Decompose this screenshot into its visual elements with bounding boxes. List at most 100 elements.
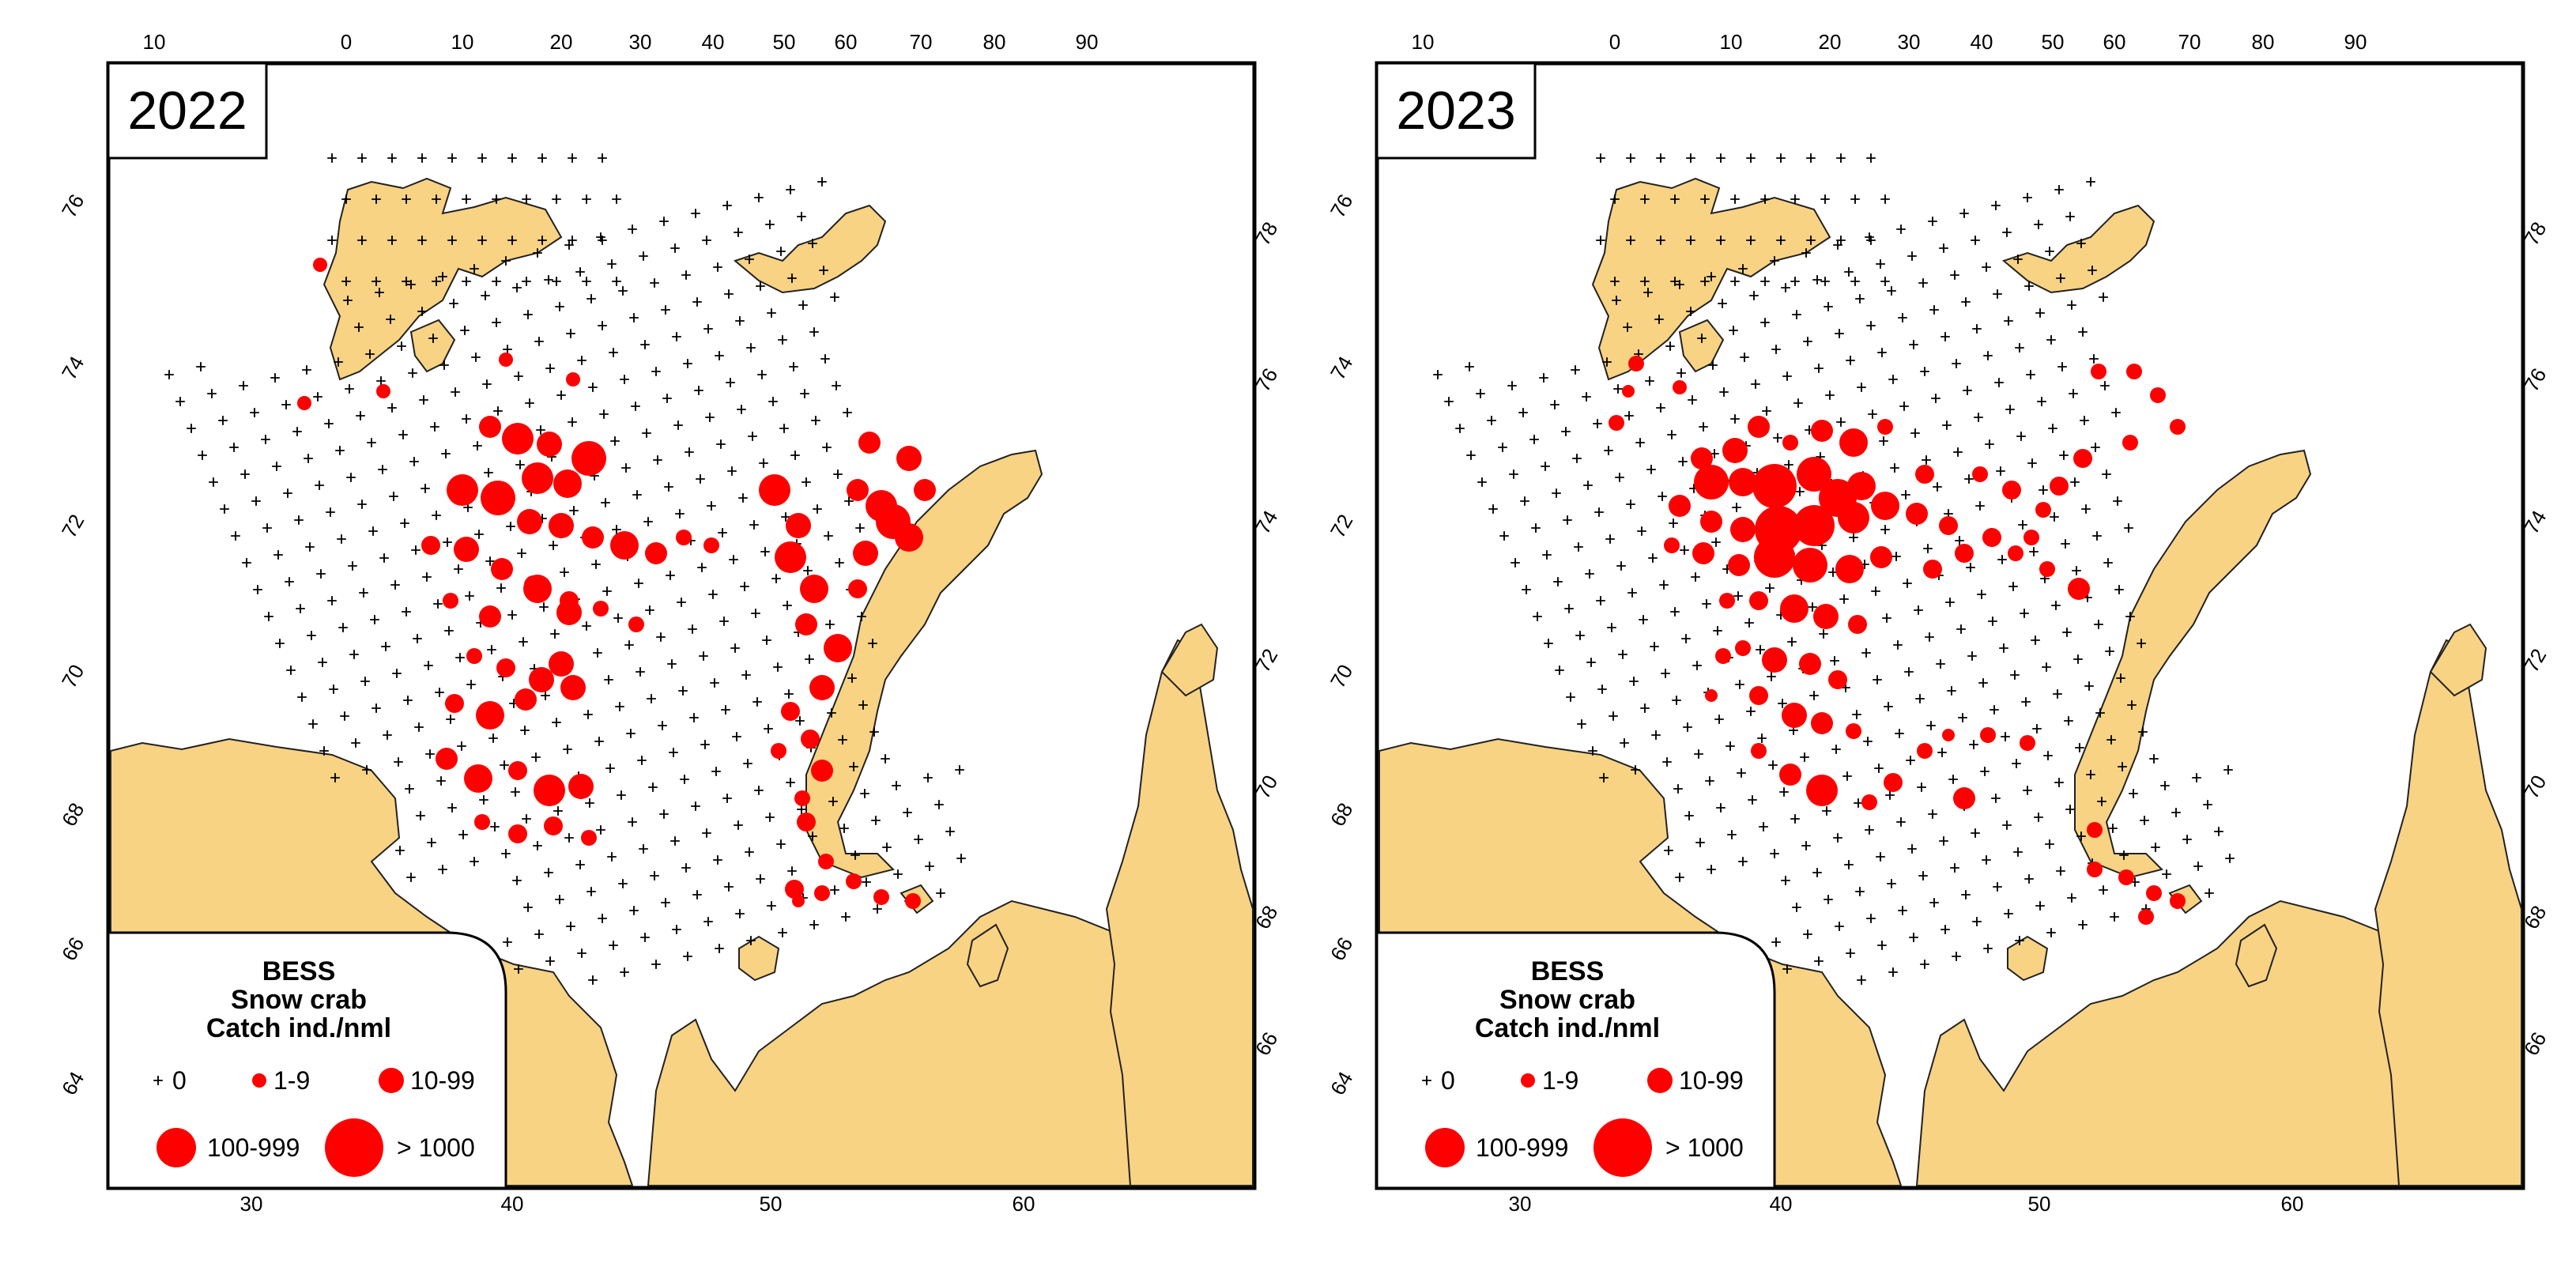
catch-circle <box>1700 511 1722 533</box>
catch-circle <box>1955 544 1974 563</box>
bottom-longitude-label: 50 <box>760 1192 783 1216</box>
catch-circle <box>454 537 479 562</box>
catch-circle <box>1754 537 1795 578</box>
catch-circle <box>553 469 582 498</box>
bottom-longitude-label: 30 <box>1509 1192 1532 1216</box>
catch-circle <box>568 774 594 799</box>
left-latitude-label: 66 <box>1326 933 1357 964</box>
catch-circle <box>476 701 504 730</box>
left-latitude-label: 76 <box>1326 190 1357 221</box>
catch-circle <box>792 895 805 907</box>
legend-class-2: 10-99 <box>410 1066 475 1095</box>
catch-circle <box>1609 415 1624 431</box>
top-longitude-label: 80 <box>983 30 1006 54</box>
catch-circle <box>447 474 478 506</box>
catch-circle <box>517 509 542 534</box>
left-latitude-label: 70 <box>57 660 89 692</box>
catch-circle <box>1762 647 1787 673</box>
legend-species: Snow crab <box>231 985 367 1015</box>
catch-circle <box>2122 435 2138 451</box>
kolguev-island <box>738 935 780 982</box>
catch-circle <box>1939 516 1958 535</box>
catch-circle <box>1622 385 1635 398</box>
bottom-longitude-label: 40 <box>501 1192 524 1216</box>
legend-species: Snow crab <box>1499 985 1635 1015</box>
catch-circle <box>479 416 501 438</box>
catch-circle <box>1806 775 1838 806</box>
catch-circle <box>1884 773 1903 792</box>
catch-circle <box>1782 435 1798 451</box>
catch-circle <box>1664 537 1680 553</box>
bottom-longitude-labels: 30 40 50 60 <box>1509 1192 2304 1216</box>
left-latitude-label: 72 <box>1326 510 1357 541</box>
catch-circle <box>2020 735 2035 751</box>
top-longitude-label: 10 <box>143 30 166 54</box>
year-label: 2022 <box>127 81 247 141</box>
catch-circle <box>794 790 810 806</box>
catch-circle <box>703 537 719 553</box>
top-longitude-label: 70 <box>2178 30 2201 54</box>
catch-circle <box>556 600 582 625</box>
catch-circle <box>1847 472 1876 500</box>
catch-circle <box>1715 648 1731 664</box>
top-longitude-label: 90 <box>1076 30 1099 54</box>
catch-circle <box>1848 615 1867 634</box>
yamal-east-land <box>1160 623 1219 697</box>
catch-circle <box>582 526 604 549</box>
bottom-longitude-label: 40 <box>1770 1192 1793 1216</box>
catch-circle <box>797 813 816 831</box>
catch-circle <box>1705 689 1718 702</box>
catch-circle <box>1780 594 1808 623</box>
catch-circle <box>801 730 820 749</box>
catch-circle <box>1729 468 1757 496</box>
svalbard-south <box>1678 319 1725 373</box>
legend-box: BESS Snow crab Catch ind./nml 0 1-9 10-9… <box>107 931 507 1190</box>
svalbard-south <box>409 319 456 373</box>
legend-symbol-1-9 <box>1521 1073 1535 1088</box>
catch-circle <box>2146 885 2162 901</box>
legend-box: BESS Snow crab Catch ind./nml 0 1-9 10-9… <box>1375 931 1776 1190</box>
legend-symbol-100-999 <box>157 1128 196 1167</box>
catch-circle <box>824 634 852 662</box>
top-longitude-label: 40 <box>1971 30 1993 54</box>
left-latitude-label: 68 <box>57 798 89 830</box>
kanin-peninsula <box>2235 923 2278 988</box>
catch-circle <box>1669 495 1691 517</box>
catch-circle <box>376 384 390 398</box>
catch-circle <box>496 658 515 677</box>
legend-symbol-10-99 <box>1647 1068 1673 1093</box>
catch-circle <box>848 579 867 598</box>
legend-class-1: 1-9 <box>1542 1066 1578 1095</box>
catch-circle <box>1828 670 1847 689</box>
catch-circle <box>2091 364 2106 379</box>
catch-circle <box>905 893 921 909</box>
franz-josef-land <box>2001 204 2155 294</box>
legend-class-3: 100-999 <box>207 1133 300 1162</box>
catch-circle <box>676 530 692 545</box>
catch-circle <box>2087 862 2103 877</box>
top-longitude-label: 30 <box>1898 30 1921 54</box>
catch-circle <box>2039 561 2055 577</box>
catch-circle <box>313 258 327 272</box>
catch-circle <box>1730 517 1756 542</box>
left-latitude-label: 72 <box>57 510 89 541</box>
catch-circle <box>529 667 554 692</box>
catch-circle <box>1982 528 2001 547</box>
catch-circle <box>1838 502 1869 534</box>
bottom-longitude-label: 60 <box>1013 1192 1035 1216</box>
catch-circle <box>1835 555 1864 583</box>
legend-symbol-100-999 <box>1425 1128 1465 1167</box>
catch-circle <box>2170 419 2186 435</box>
catch-circle <box>1813 604 1839 629</box>
catch-circle <box>1628 356 1644 371</box>
map-panel-2022: 10 0 10 20 30 40 50 60 70 80 90 2022 BESS <box>57 30 1282 1216</box>
catch-circle <box>443 593 458 609</box>
catch-circle <box>297 396 311 410</box>
left-latitude-label: 64 <box>1326 1067 1357 1099</box>
catch-circle <box>1799 653 1821 675</box>
bottom-longitude-label: 50 <box>2028 1192 2051 1216</box>
catch-circle <box>421 536 440 555</box>
left-latitude-labels: 76 74 72 70 68 66 64 <box>1326 190 1357 1099</box>
top-longitude-label: 0 <box>341 30 352 54</box>
